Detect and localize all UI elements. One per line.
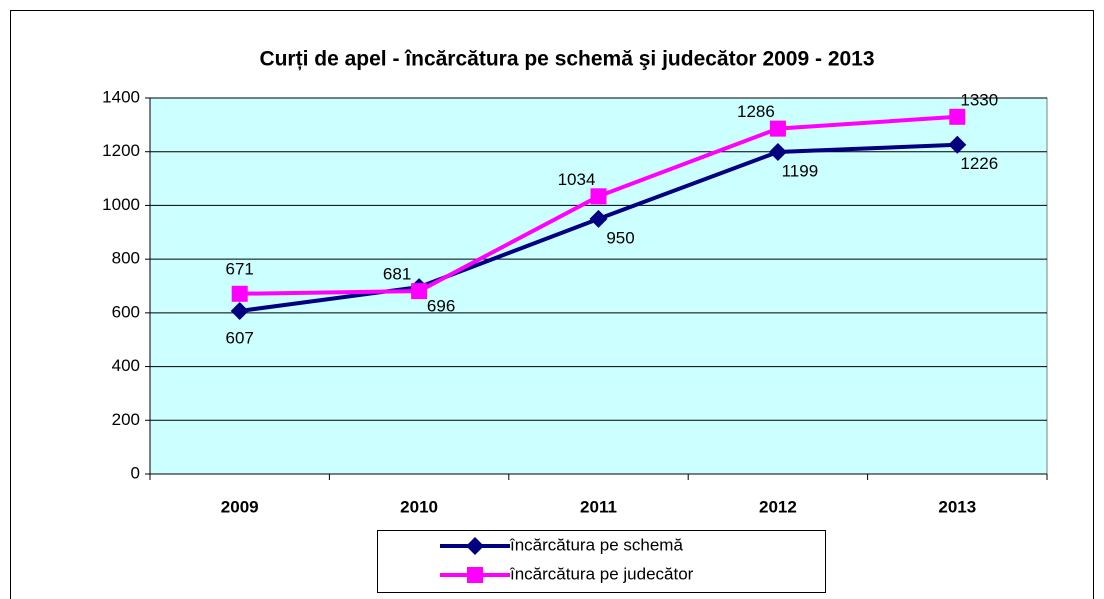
legend (377, 530, 826, 593)
chart-title: Curți de apel - încărcătura pe schemă şi… (259, 48, 874, 71)
data-label: 696 (427, 297, 455, 316)
y-tick-label: 800 (112, 249, 140, 268)
point (231, 285, 248, 302)
point (467, 567, 483, 583)
point (769, 120, 786, 137)
point (768, 142, 787, 161)
data-label: 1330 (960, 90, 998, 109)
x-tick-label: 2012 (759, 497, 797, 516)
point (948, 135, 967, 154)
data-label: 671 (226, 259, 254, 278)
data-label: 1034 (558, 170, 596, 189)
point (949, 108, 966, 125)
data-label: 1226 (960, 154, 998, 173)
legend-label: încărcătura pe schemă (509, 535, 683, 554)
data-label: 681 (383, 265, 411, 284)
data-label: 1286 (737, 102, 775, 121)
data-label: 607 (226, 328, 254, 347)
point (230, 301, 249, 320)
data-label: 950 (606, 228, 634, 247)
data-label: 1199 (782, 161, 819, 180)
point (590, 188, 607, 205)
plot-area (149, 97, 1048, 475)
y-tick-label: 400 (112, 356, 140, 375)
point (589, 209, 608, 228)
y-tick-label: 0 (131, 463, 140, 482)
y-tick-label: 1400 (102, 87, 140, 106)
point (411, 283, 428, 300)
x-tick-label: 2010 (400, 497, 438, 516)
x-tick-label: 2009 (221, 497, 259, 516)
y-tick-label: 1000 (102, 195, 140, 214)
y-tick-label: 200 (112, 410, 140, 429)
point (466, 537, 484, 555)
x-tick-label: 2013 (938, 497, 976, 516)
x-tick-label: 2011 (580, 497, 617, 516)
y-tick-label: 600 (112, 302, 140, 321)
legend-label: încărcătura pe judecător (509, 564, 694, 583)
y-tick-label: 1200 (102, 141, 140, 160)
